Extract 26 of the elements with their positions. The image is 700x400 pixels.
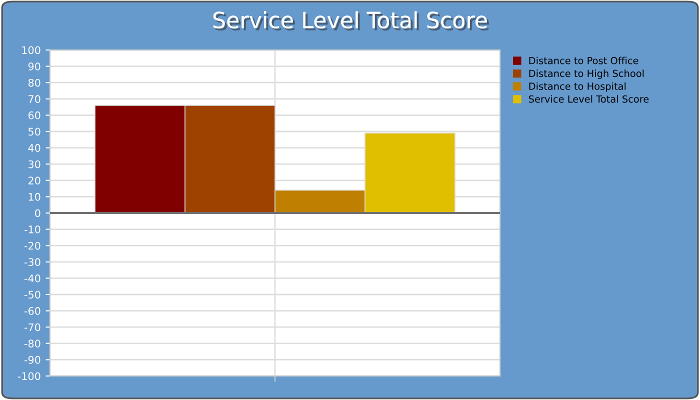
legend-label: Distance to High School — [529, 70, 644, 79]
y-tick-label: -90 — [24, 356, 40, 364]
y-tick-label: -70 — [24, 323, 40, 332]
y-tick-label: -40 — [24, 274, 40, 282]
chart-title: Service Level Total Score — [213, 11, 489, 31]
y-tick-label: 10 — [28, 192, 40, 201]
y-tick-label: -30 — [24, 258, 40, 266]
y-tick-label: -100 — [18, 372, 40, 380]
y-tick-label: 50 — [28, 128, 40, 136]
y-tick-label: 30 — [28, 160, 40, 168]
legend-label: Distance to Hospital — [529, 82, 626, 92]
y-tick-label: 80 — [28, 78, 40, 87]
y-tick-label: 100 — [22, 46, 40, 54]
y-tick-label: 0 — [35, 209, 40, 218]
y-tick-label: -20 — [24, 242, 40, 250]
y-tick-label: 60 — [28, 111, 40, 120]
y-tick-label: 40 — [28, 144, 40, 152]
legend-label: Service Level Total Score — [528, 95, 649, 103]
y-tick-label: -80 — [24, 340, 40, 348]
y-tick-label: -60 — [24, 307, 40, 315]
y-tick-label: -10 — [24, 226, 40, 234]
y-tick-label: 20 — [28, 176, 40, 185]
y-tick-label: 90 — [28, 62, 40, 70]
y-tick-label: 70 — [28, 95, 40, 104]
legend-label: Distance to Post Office — [529, 56, 638, 64]
y-tick-label: -50 — [24, 290, 40, 299]
